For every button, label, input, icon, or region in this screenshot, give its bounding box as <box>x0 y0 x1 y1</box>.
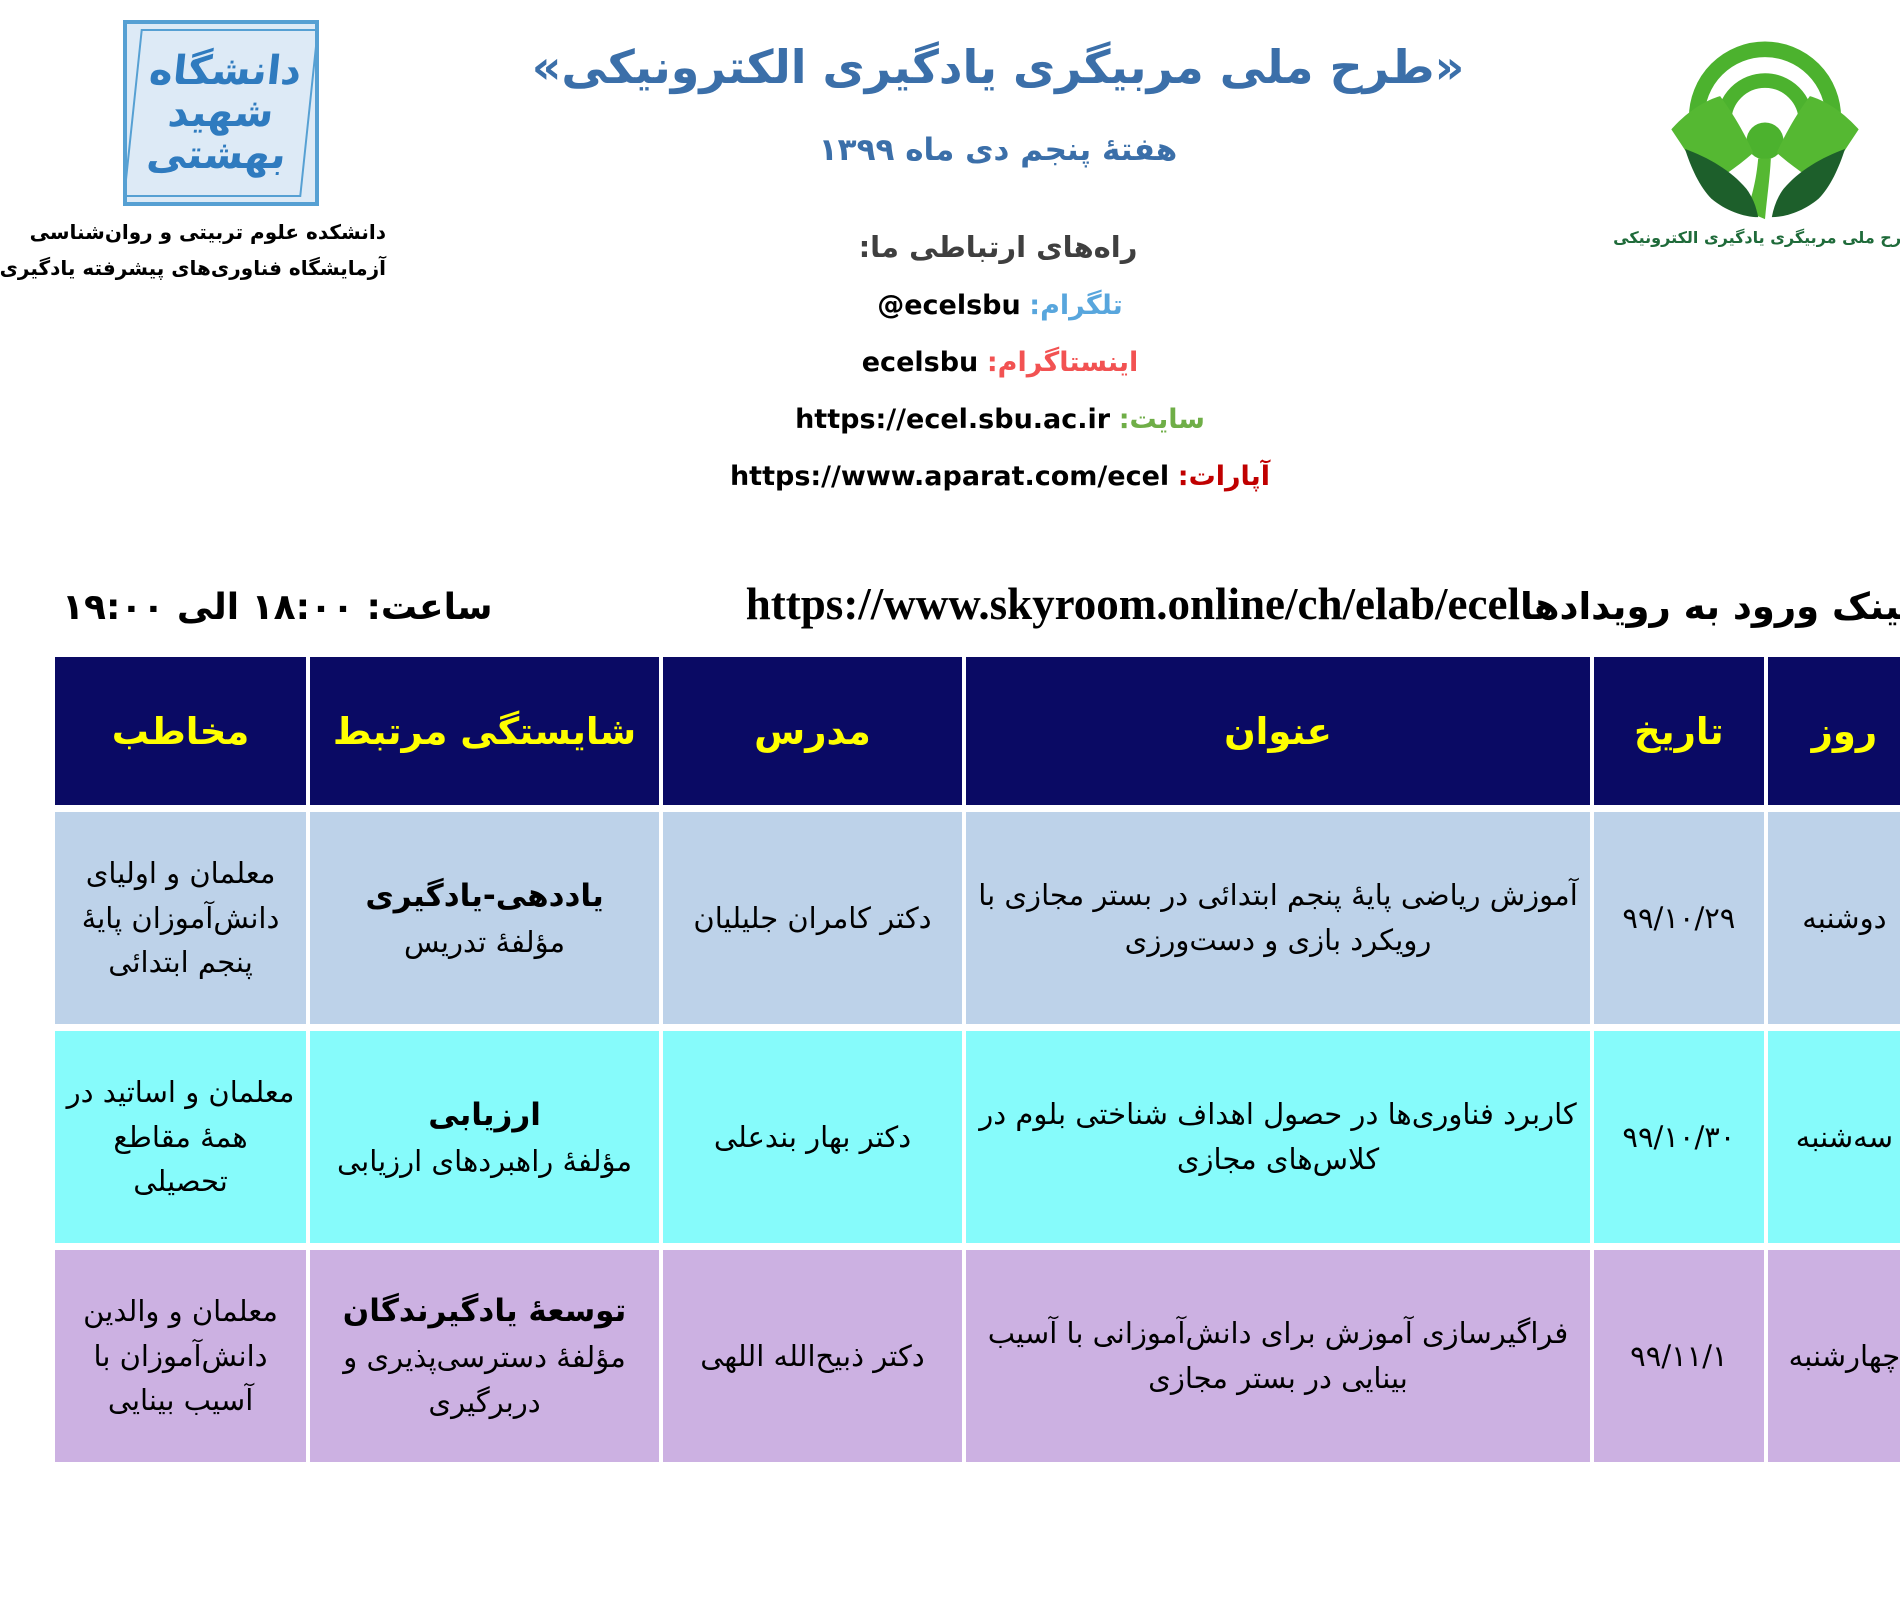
event-link-label: لینک ورود به رویدادها <box>1482 585 1876 628</box>
event-link-row: لینک ورود به رویدادها https://www.skyroo… <box>0 578 1900 630</box>
page-subtitle: هفتۀ پنجم دی ماه ۱۳۹۹ <box>348 132 1572 168</box>
table-row: دوشنبه ۹۹/۱۰/۲۹ آموزش ریاضی پایۀ پنجم اب… <box>17 812 1883 1024</box>
lab-name: آزمایشگاه فناوری‌های پیشرفته یادگیری <box>18 256 348 280</box>
top-section: طرح ملی مربیگری یادگیری الکترونیکی «طرح … <box>0 0 1900 492</box>
event-time: ساعت: ۱۸:۰۰ الی ۱۹:۰۰ <box>24 587 455 628</box>
table-row: چهارشنبه ۹۹/۱۱/۱ فراگیرسازی آموزش برای د… <box>17 1250 1883 1462</box>
aparat-url[interactable]: https://www.aparat.com/ecel <box>692 461 1131 492</box>
aparat-label: آپارات: <box>1140 461 1232 492</box>
cell-instructor: دکتر ذبیح‌الله اللهی <box>625 1250 924 1462</box>
contact-line-site: سایت: https://ecel.sbu.ac.ir <box>348 404 1572 435</box>
cell-date: ۹۹/۱۰/۲۹ <box>1556 812 1726 1024</box>
cell-day: چهارشنبه <box>1730 1250 1883 1462</box>
competency-main: توسعۀ یادگیرندگان <box>282 1287 611 1335</box>
event-link-group: لینک ورود به رویدادها https://www.skyroo… <box>674 578 1876 630</box>
program-logo-caption: طرح ملی مربیگری یادگیری الکترونیکی <box>1572 228 1882 247</box>
competency-main: یاددهی-یادگیری <box>282 872 611 920</box>
center-column: «طرح ملی مربیگری یادگیری الکترونیکی» هفت… <box>348 14 1572 492</box>
contact-line-telegram: تلگرام: @ecelsbu <box>348 290 1572 321</box>
sbu-logo-calligraphy: دانشگاه شهید بهشتی <box>85 29 281 197</box>
cell-audience: معلمان و اولیای دانش‌آموزان پایۀ پنجم اب… <box>17 812 268 1024</box>
program-logo-icon <box>1593 22 1861 226</box>
sbu-logo: دانشگاه شهید بهشتی <box>85 20 281 206</box>
table-header-row: روز تاریخ عنوان مدرس شایستگی مرتبط مخاطب <box>17 657 1883 805</box>
cell-competency: یاددهی-یادگیری مؤلفۀ تدریس <box>272 812 621 1024</box>
sbu-logo-word-2: شهید <box>128 92 238 134</box>
table-row: سه‌شنبه ۹۹/۱۰/۳۰ کاربرد فناوری‌ها در حصو… <box>17 1031 1883 1243</box>
cell-instructor: دکتر کامران جلیلیان <box>625 812 924 1024</box>
telegram-handle[interactable]: @ecelsbu <box>839 290 983 321</box>
column-header-instructor: مدرس <box>625 657 924 805</box>
cell-title: آموزش ریاضی پایۀ پنجم ابتدائی در بستر مج… <box>928 812 1552 1024</box>
sbu-logo-block: دانشگاه شهید بهشتی دانشکده علوم تربیتی و… <box>18 14 348 280</box>
cell-audience: معلمان و اساتید در همۀ مقاطع تحصیلی <box>17 1031 268 1243</box>
cell-competency: ارزیابی مؤلفۀ راهبردهای ارزیابی <box>272 1031 621 1243</box>
program-logo-block: طرح ملی مربیگری یادگیری الکترونیکی <box>1572 14 1882 247</box>
competency-sub: مؤلفۀ تدریس <box>282 920 611 965</box>
instagram-handle[interactable]: ecelsbu <box>824 347 941 378</box>
site-url[interactable]: https://ecel.sbu.ac.ir <box>757 404 1072 435</box>
competency-sub: مؤلفۀ راهبردهای ارزیابی <box>282 1139 611 1184</box>
site-label: سایت: <box>1081 404 1167 435</box>
page-title: «طرح ملی مربیگری یادگیری الکترونیکی» <box>348 40 1572 94</box>
cell-date: ۹۹/۱۰/۳۰ <box>1556 1031 1726 1243</box>
contact-line-aparat: آپارات: https://www.aparat.com/ecel <box>348 461 1572 492</box>
telegram-label: تلگرام: <box>991 290 1085 321</box>
cell-audience: معلمان و والدین دانش‌آموزان با آسیب بینا… <box>17 1250 268 1462</box>
cell-competency: توسعۀ یادگیرندگان مؤلفۀ دسترسی‌پذیری و د… <box>272 1250 621 1462</box>
column-header-title: عنوان <box>928 657 1552 805</box>
contact-line-instagram: اینستاگرام: ecelsbu <box>348 347 1572 378</box>
column-header-day: روز <box>1730 657 1883 805</box>
event-link-url[interactable]: https://www.skyroom.online/ch/elab/ecel <box>708 578 1482 630</box>
schedule-table: روز تاریخ عنوان مدرس شایستگی مرتبط مخاطب… <box>13 650 1887 1469</box>
column-header-audience: مخاطب <box>17 657 268 805</box>
faculty-name: دانشکده علوم تربیتی و روان‌شناسی <box>18 220 348 244</box>
sbu-logo-word-3: بهشتی <box>107 134 250 176</box>
cell-day: دوشنبه <box>1730 812 1883 1024</box>
cell-day: سه‌شنبه <box>1730 1031 1883 1243</box>
cell-title: کاربرد فناوری‌ها در حصول اهداف شناختی بل… <box>928 1031 1552 1243</box>
competency-main: ارزیابی <box>282 1091 611 1139</box>
sbu-logo-word-1: دانشگاه <box>109 50 265 92</box>
contact-heading: راه‌های ارتباطی ما: <box>348 230 1572 264</box>
column-header-competency: شایستگی مرتبط <box>272 657 621 805</box>
column-header-date: تاریخ <box>1556 657 1726 805</box>
instagram-label: اینستاگرام: <box>949 347 1100 378</box>
competency-sub: مؤلفۀ دسترسی‌پذیری و دربرگیری <box>282 1335 611 1425</box>
cell-date: ۹۹/۱۱/۱ <box>1556 1250 1726 1462</box>
cell-instructor: دکتر بهار بندعلی <box>625 1031 924 1243</box>
cell-title: فراگیرسازی آموزش برای دانش‌آموزانی با آس… <box>928 1250 1552 1462</box>
